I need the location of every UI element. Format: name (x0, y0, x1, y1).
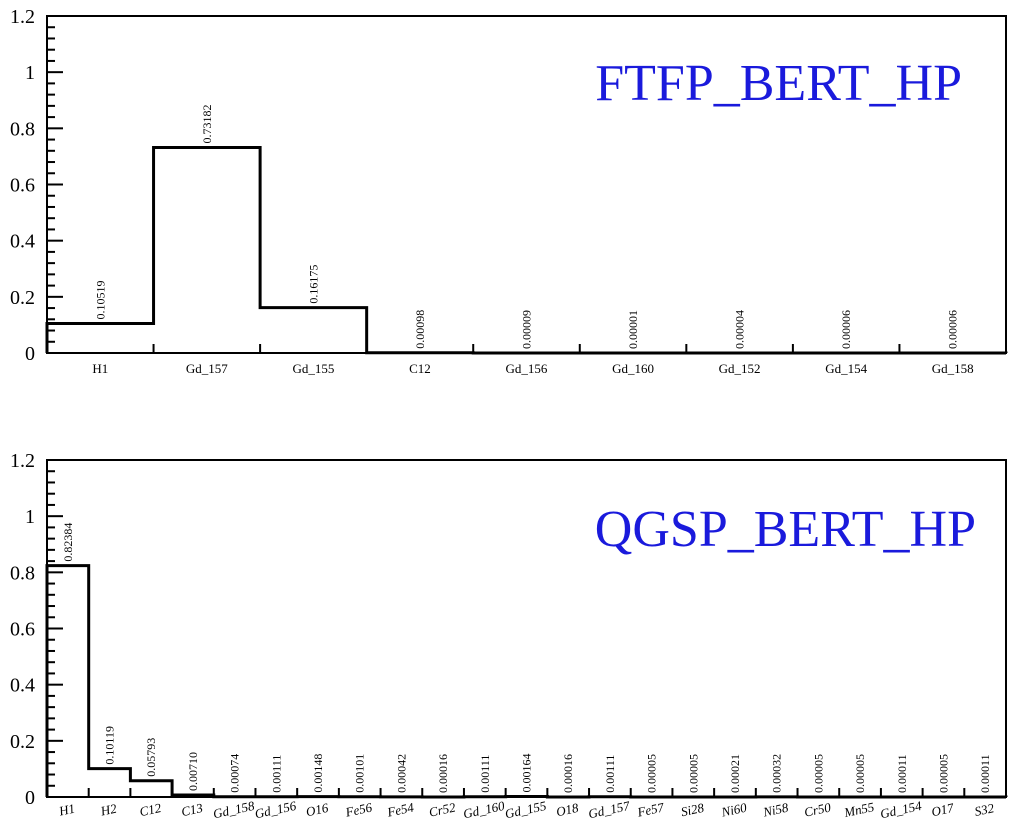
chart-panel-qgsp-bert-hp: 0 0.2 0.4 0.6 0.8 1 1.2 0.82384 0.10119 0.05793 0.… (10, 450, 1008, 821)
x-tick-label: Gd_160 (462, 798, 507, 821)
chart-title: QGSP_BERT_HP (595, 501, 976, 558)
bar (89, 769, 131, 797)
y-tick-label: 1.2 (10, 450, 35, 472)
data-label: 0.16175 (306, 265, 320, 304)
x-tick-label: Gd_152 (719, 361, 761, 376)
bar (47, 566, 89, 797)
y-tick-label: 0.6 (10, 175, 35, 197)
bar (47, 323, 154, 353)
x-tick-label: H1 (57, 801, 77, 819)
x-tick-label: C12 (409, 361, 431, 376)
x-tick-label: O17 (930, 800, 956, 819)
x-tick-label: Si28 (679, 800, 705, 820)
x-tick-label: Gd_154 (825, 361, 867, 376)
x-tick-label: Fe57 (635, 799, 666, 820)
y-tick-label: 1.2 (10, 6, 35, 28)
x-tick-label: O18 (555, 800, 581, 819)
data-label: 0.00164 (520, 754, 534, 793)
x-tick-label: O16 (305, 800, 331, 819)
x-tick-label: Mn55 (842, 799, 876, 820)
data-label: 0.00005 (853, 754, 867, 793)
data-label: 0.00098 (413, 310, 427, 349)
bar (130, 781, 172, 797)
data-label: 0.00111 (478, 755, 492, 793)
x-tick-label: S32 (973, 800, 996, 819)
chart-title: FTFP_BERT_HP (595, 55, 962, 112)
y-tick-label: 1 (25, 62, 35, 84)
data-label: 0.10519 (93, 280, 107, 319)
x-tick-label: Gd_155 (504, 798, 549, 821)
histogram-outline (45, 564, 1008, 799)
x-tick-label: Gd_160 (612, 361, 654, 376)
y-tick-label: 0.8 (10, 562, 35, 584)
data-label: 0.00042 (394, 754, 408, 793)
data-label: 0.00074 (228, 754, 242, 793)
y-tick-label: 1 (25, 506, 35, 528)
x-tick-label: Gd_156 (506, 361, 548, 376)
data-label: 0.73182 (200, 104, 214, 143)
y-tick-label: 0.2 (10, 287, 35, 309)
x-tick-label: Gd_155 (292, 361, 334, 376)
data-label: 0.00011 (978, 754, 992, 793)
x-tick-label: C13 (180, 800, 205, 819)
data-label: 0.00111 (603, 755, 617, 793)
x-tick-label: Ni58 (761, 800, 790, 820)
data-label: 0.00032 (770, 754, 784, 793)
x-tick-label: Ni60 (719, 800, 748, 820)
data-label: 0.00101 (353, 754, 367, 793)
y-tick-label: 0.8 (10, 118, 35, 140)
data-label: 0.00004 (733, 310, 747, 349)
x-tick-label: C12 (138, 800, 163, 819)
x-tick-label: Gd_157 (186, 361, 228, 376)
bar (260, 308, 367, 353)
data-label: 0.00005 (811, 754, 825, 793)
data-label: 0.00016 (561, 754, 575, 793)
x-tick-label: H2 (98, 801, 118, 819)
x-tick-label: H1 (92, 361, 108, 376)
data-label: 0.00710 (186, 752, 200, 791)
y-tick-label: 0 (25, 787, 35, 809)
histogram-outline (45, 145, 1008, 355)
x-tick-label: Cr50 (803, 799, 833, 819)
data-label: 0.05793 (144, 738, 158, 777)
data-label: 0.00001 (626, 310, 640, 349)
chart-panel-ftfp-bert-hp: 0 0.2 0.4 0.6 0.8 1 1.2 0.10519 0.73182 0.16175 0.… (10, 6, 1008, 376)
data-label: 0.10119 (103, 726, 117, 765)
x-tick-label: Fe54 (385, 799, 416, 820)
data-label: 0.00011 (895, 754, 909, 793)
x-tick-label: Gd_158 (932, 361, 974, 376)
x-tick-label: Gd_157 (587, 798, 632, 821)
data-label: 0.00016 (436, 754, 450, 793)
y-tick-label: 0.4 (10, 675, 35, 697)
y-tick-label: 0.2 (10, 731, 35, 753)
y-tick-label: 0.4 (10, 231, 35, 253)
y-tick-label: 0 (25, 343, 35, 365)
y-tick-label: 0.6 (10, 619, 35, 641)
data-label: 0.00005 (936, 754, 950, 793)
data-label: 0.00148 (311, 754, 325, 793)
x-tick-label: Cr52 (428, 799, 458, 819)
data-label: 0.00021 (728, 754, 742, 793)
x-tick-label: Gd_158 (212, 798, 257, 821)
bar (154, 147, 261, 353)
data-label: 0.00006 (946, 310, 960, 349)
data-label: 0.00111 (269, 755, 283, 793)
data-label: 0.00009 (520, 310, 534, 349)
data-label: 0.00006 (839, 310, 853, 349)
x-tick-label: Gd_154 (879, 798, 924, 821)
data-label: 0.82384 (61, 523, 75, 562)
x-tick-label: Fe56 (343, 799, 374, 820)
data-label: 0.00005 (645, 754, 659, 793)
data-label: 0.00005 (686, 754, 700, 793)
x-tick-label: Gd_156 (253, 798, 298, 821)
